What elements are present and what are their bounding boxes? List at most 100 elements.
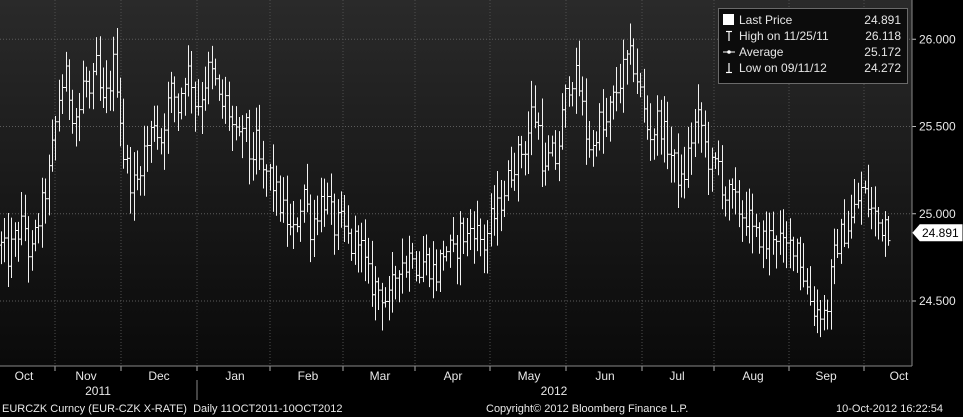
- ohlc-series: [0, 23, 891, 338]
- ohlc-bar: [227, 81, 232, 131]
- ohlc-bar: [23, 194, 28, 242]
- ohlc-bar: [846, 210, 851, 249]
- ohlc-bar: [795, 238, 800, 273]
- ohlc-bar: [373, 266, 378, 321]
- ohlc-bar: [329, 173, 334, 225]
- ohlc-bar: [679, 154, 684, 198]
- ohlc-bar: [451, 216, 456, 253]
- ohlc-bar: [359, 222, 364, 273]
- legend-label: Last Price: [739, 13, 793, 27]
- ohlc-bar: [856, 182, 861, 209]
- ohlc-bar: [57, 79, 62, 132]
- ohlc-bar: [186, 45, 191, 97]
- ohlc-bar: [285, 175, 290, 247]
- x-tick-label: Jul: [669, 369, 684, 383]
- ohlc-bar: [234, 106, 239, 141]
- ohlc-bar: [546, 135, 551, 171]
- ohlc-bar: [332, 193, 337, 255]
- footer-bar: EURCZK Curncy (EUR-CZK X-RATE) Daily 11O…: [0, 402, 963, 417]
- ohlc-bar: [703, 110, 708, 158]
- ohlc-bar: [240, 115, 245, 159]
- ohlc-bar: [74, 108, 79, 147]
- ohlc-bar: [444, 246, 449, 262]
- ohlc-bar: [485, 220, 490, 274]
- ohlc-bar: [883, 211, 888, 257]
- ohlc-bar: [839, 218, 844, 264]
- ohlc-bar: [801, 243, 806, 288]
- ohlc-bar: [98, 36, 103, 101]
- ohlc-bar: [730, 178, 735, 209]
- ohlc-bar: [519, 135, 524, 169]
- ohlc-bar: [230, 105, 235, 151]
- ohlc-bar: [648, 103, 653, 161]
- ohlc-bar: [516, 136, 521, 202]
- ohlc-bar: [196, 79, 201, 116]
- ohlc-bar: [115, 27, 120, 98]
- ohlc-bar: [696, 84, 701, 144]
- ohlc-bar: [393, 265, 398, 300]
- ohlc-bar: [302, 184, 307, 223]
- ohlc-bar: [155, 105, 160, 150]
- ohlc-bar: [261, 140, 266, 189]
- ohlc-bar: [220, 79, 225, 119]
- high-marker-icon: [726, 30, 732, 41]
- ohlc-bar: [251, 132, 256, 181]
- ohlc-bar: [689, 122, 694, 175]
- ohlc-bar: [77, 92, 82, 142]
- year-label: 2012: [541, 384, 568, 398]
- ohlc-bar: [869, 186, 874, 230]
- ohlc-bar: [159, 128, 164, 155]
- ohlc-bar: [812, 286, 817, 327]
- ohlc-bar: [400, 238, 405, 294]
- ohlc-bar: [509, 146, 514, 188]
- ohlc-bar: [815, 289, 820, 334]
- ohlc-bar: [625, 50, 630, 85]
- ohlc-bar: [461, 217, 466, 254]
- ohlc-bar: [312, 199, 317, 257]
- ohlc-bar: [587, 121, 592, 158]
- ohlc-bar: [553, 130, 558, 170]
- ohlc-bar: [125, 144, 130, 174]
- ohlc-bar: [142, 125, 147, 196]
- footer-timestamp: 10-Oct-2012 16:22:54: [836, 403, 944, 415]
- ohlc-bar: [580, 76, 585, 116]
- ohlc-bar: [495, 171, 500, 246]
- ohlc-bar: [172, 76, 177, 123]
- ohlc-bar: [791, 236, 796, 272]
- ohlc-bar: [50, 119, 55, 172]
- x-tick-label: Dec: [148, 369, 169, 383]
- ohlc-bar: [346, 205, 351, 244]
- ohlc-bar: [808, 266, 813, 306]
- ohlc-bar: [781, 209, 786, 263]
- ohlc-bar: [407, 235, 412, 292]
- ohlc-bar: [540, 98, 545, 187]
- ohlc-bar: [577, 40, 582, 97]
- ohlc-bar: [441, 240, 446, 271]
- ohlc-bar: [591, 129, 596, 167]
- ohlc-bar: [91, 62, 96, 110]
- ohlc-bar: [264, 164, 269, 197]
- ohlc-bar: [6, 212, 11, 287]
- ohlc-bar: [298, 199, 303, 242]
- ohlc-bar: [336, 199, 341, 250]
- ohlc-bar: [128, 147, 133, 214]
- ohlc-bar: [271, 144, 276, 212]
- ohlc-bar: [13, 222, 18, 257]
- ohlc-bar: [53, 115, 58, 161]
- price-chart-svg: 24.500 25.000 25.500 26.000 Oct Nov Dec Jan Feb M…: [0, 0, 963, 400]
- y-tick-label: 26.000: [919, 32, 956, 46]
- ohlc-bar: [652, 128, 657, 160]
- ohlc-bar: [822, 295, 827, 331]
- ohlc-bar: [560, 93, 565, 150]
- ohlc-bar: [465, 218, 470, 257]
- ohlc-bar: [570, 81, 575, 107]
- ohlc-bar: [849, 194, 854, 239]
- ohlc-bar: [876, 207, 881, 240]
- ohlc-bar: [492, 185, 497, 236]
- x-tick-label: May: [518, 369, 541, 383]
- x-tick-label: Apr: [444, 369, 463, 383]
- legend-row-average: Average 25.172: [723, 44, 901, 60]
- ohlc-bar: [506, 160, 511, 201]
- ohlc-bar: [523, 141, 528, 176]
- ohlc-bar: [584, 78, 589, 165]
